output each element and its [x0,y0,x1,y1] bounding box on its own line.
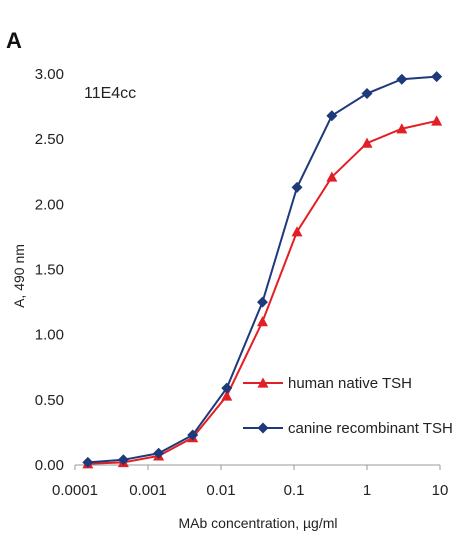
y-tick-label: 0.50 [35,392,64,409]
data-point [326,110,338,122]
x-tick-label: 0.0001 [52,482,98,499]
series-line [87,119,437,465]
data-point [153,447,165,459]
x-axis-label: MAb concentration, µg/ml [178,515,337,531]
legend-item: human native TSH [243,375,412,392]
data-point [326,171,338,182]
series-layer [82,71,443,469]
data-point [221,390,233,401]
legend-marker [257,377,269,388]
y-tick-label: 2.00 [35,196,64,213]
legend-marker [257,422,269,434]
y-axis-label: A, 490 nm [11,244,27,308]
x-tick-label: 0.01 [206,482,235,499]
y-tick-label: 1.50 [35,262,64,279]
chart-annotation: 11E4cc [84,85,136,102]
y-tick-label: 3.00 [35,66,64,83]
data-point [256,296,268,308]
y-tick-labels: 0.00 0.50 1.00 1.50 2.00 2.50 3.00 [35,66,64,474]
legend-item: canine recombinant TSH [243,420,453,437]
data-point [117,454,129,466]
data-point [187,429,199,441]
data-point [396,123,408,134]
y-tick-label: 0.00 [35,457,64,474]
data-point [361,137,373,148]
x-tick-label: 0.1 [284,482,305,499]
y-tick-label: 1.00 [35,327,64,344]
data-point [431,71,443,83]
y-tick-label: 2.50 [35,131,64,148]
legend: human native TSH canine recombinant TSH [243,375,453,437]
legend-label: human native TSH [288,375,412,392]
data-point [396,73,408,85]
x-tick-labels: 0.0001 0.001 0.01 0.1 1 10 [52,482,448,499]
data-point [256,316,268,327]
series-canine-recombinant-tsh [82,71,443,468]
x-tick-label: 0.001 [129,482,167,499]
data-point [291,181,303,193]
data-point [431,115,443,126]
panel-label: A [6,28,22,53]
x-tick-label: 10 [432,482,449,499]
data-point [221,382,233,394]
series-line [87,75,437,464]
data-point [82,456,94,468]
x-tick-label: 1 [363,482,371,499]
data-point [291,226,303,237]
legend-label: canine recombinant TSH [288,420,453,437]
axes [74,464,441,470]
data-point [361,88,373,100]
series-human-native-tsh [82,115,443,469]
